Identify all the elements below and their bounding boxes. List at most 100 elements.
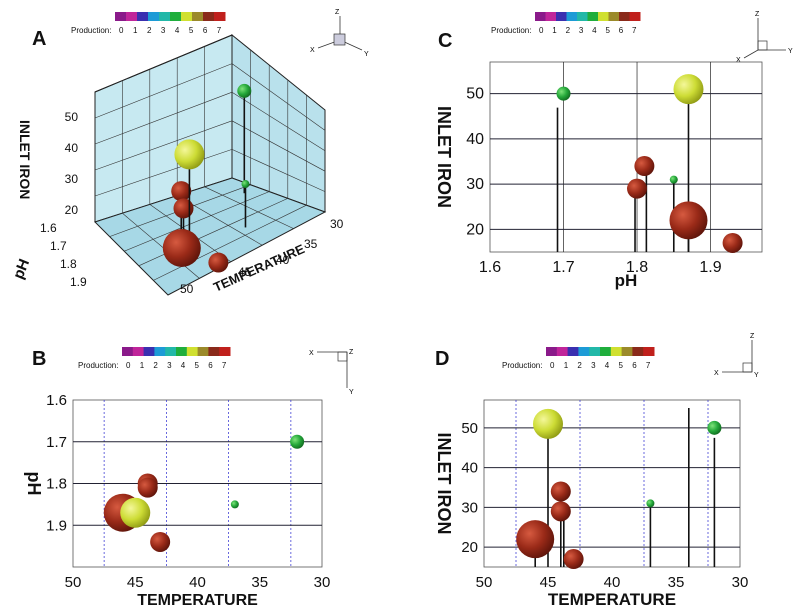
- panel-b: B Production: 0 1 2 3 4 5 6 7 X Y Z 50 45 40 35 30 1.6 1.7…: [0, 305, 400, 610]
- triad-label-y: Y: [788, 48, 793, 55]
- panel-d: D Production: 0 1 2 3 4 5 6 7 Z X Y 50 45 40 35 30 20 30 40…: [400, 305, 800, 610]
- x-tick-label: 50: [180, 282, 194, 296]
- legend-level-label: 4: [175, 26, 180, 35]
- panel-label-d: D: [435, 348, 450, 370]
- data-point: [230, 500, 239, 509]
- triad-label-y: Y: [364, 51, 369, 58]
- x-axis-label: TEMPERATURE: [548, 590, 676, 609]
- legend-level-label: 1: [552, 26, 557, 35]
- legend-swatch: [578, 347, 590, 356]
- y-tick-label: 40: [466, 131, 484, 148]
- y-tick-label: 50: [466, 86, 484, 103]
- panel-label-c: C: [438, 30, 453, 52]
- legend-level-label: 5: [194, 361, 199, 370]
- x-tick-label: 1.9: [699, 259, 721, 276]
- legend-swatch: [159, 12, 171, 21]
- legend-swatch: [567, 347, 579, 356]
- y-tick-label: 40: [461, 460, 478, 477]
- x-tick-label: 50: [65, 574, 82, 591]
- x-tick-label: 1.8: [626, 259, 648, 276]
- legend-swatch: [600, 347, 612, 356]
- x-tick-label: 30: [732, 574, 749, 591]
- data-point: [669, 201, 708, 240]
- x-tick-label: 45: [127, 574, 144, 591]
- legend-level-label: 2: [566, 26, 571, 35]
- y-tick-label: 1.6: [46, 392, 67, 409]
- legend-swatch: [192, 12, 204, 21]
- x-axis-label: pH: [615, 271, 638, 290]
- legend-swatch: [132, 347, 145, 356]
- legend-swatch: [629, 12, 641, 21]
- panel-label-a: A: [32, 28, 47, 50]
- grid-line: [231, 149, 326, 192]
- legend-level-label: 5: [189, 26, 194, 35]
- legend-swatch: [165, 347, 177, 356]
- data-point: [171, 181, 192, 202]
- y-axis-label: INLET IRON: [434, 106, 454, 208]
- plot-area: [489, 61, 763, 253]
- grid-line: [122, 212, 200, 279]
- data-point: [707, 420, 722, 435]
- legend-level-label: 1: [564, 361, 569, 370]
- grid-line: [94, 149, 233, 197]
- y-tick-label: 30: [466, 176, 484, 193]
- z-axis-label: INLET IRON: [17, 120, 33, 199]
- panel-c: C Production: 0 1 2 3 4 5 6 7 Z Y X 1.6 1.7 1.8 1.9 20 30…: [400, 0, 800, 305]
- data-point: [241, 180, 250, 189]
- data-point: [173, 198, 194, 219]
- panel-label-b: B: [32, 348, 47, 370]
- legend-level-label: 2: [147, 26, 152, 35]
- x-tick-label: 40: [604, 574, 621, 591]
- grid-line: [231, 120, 326, 172]
- data-point: [550, 501, 571, 522]
- data-point: [556, 86, 571, 101]
- legend-level-label: 0: [119, 26, 124, 35]
- legend-swatch: [621, 347, 633, 356]
- data-point: [646, 499, 655, 508]
- legend-level-label: 6: [619, 26, 624, 35]
- data-point: [290, 434, 305, 449]
- legend-level-label: 5: [605, 26, 610, 35]
- data-point: [563, 549, 584, 570]
- data-point: [137, 477, 158, 498]
- grid-line: [94, 63, 233, 119]
- legend-swatch: [598, 12, 609, 21]
- legend-level-label: 6: [632, 361, 637, 370]
- legend-swatch: [122, 347, 134, 356]
- legend-swatch: [632, 347, 644, 356]
- grid-line: [204, 186, 294, 229]
- grid-line: [138, 198, 288, 267]
- legend-swatch: [610, 347, 623, 356]
- legend-swatch: [154, 347, 166, 356]
- legend-swatch: [577, 12, 588, 21]
- z-tick-label: 40: [65, 141, 79, 155]
- legend-swatch: [535, 12, 546, 21]
- grid-line: [94, 120, 233, 171]
- triad-label-z: Z: [335, 9, 340, 16]
- x-axis-label: TEMPERATURE: [137, 592, 258, 609]
- y-tick-label: 20: [466, 221, 484, 238]
- x-tick-label: 40: [189, 574, 206, 591]
- chart-c: Production: 0 1 2 3 4 5 6 7 Z Y X 1.6 1.7 1.8 1.9 20 30 40…: [434, 11, 793, 290]
- legend-swatch: [545, 12, 557, 21]
- legend-level-label: 3: [167, 361, 172, 370]
- triad-cube: [757, 40, 768, 51]
- x-tick-label: 35: [668, 574, 685, 591]
- legend-swatch: [566, 12, 578, 21]
- x-tick-label: 40: [276, 253, 290, 267]
- x-tick-label: 45: [540, 574, 557, 591]
- data-point: [120, 497, 151, 528]
- grid-line: [231, 91, 326, 152]
- x-tick-label: 1.7: [552, 259, 574, 276]
- triad-cube: [742, 362, 753, 373]
- legend-swatch: [589, 347, 601, 356]
- legend-title: Production:: [491, 26, 531, 35]
- legend-level-label: 7: [222, 361, 227, 370]
- legend-level-label: 4: [181, 361, 186, 370]
- legend-swatch: [115, 12, 127, 21]
- triad-axis-x: [743, 49, 759, 59]
- x-tick-label: 30: [330, 217, 344, 231]
- legend-level-label: 3: [161, 26, 166, 35]
- legend-swatch: [170, 12, 182, 21]
